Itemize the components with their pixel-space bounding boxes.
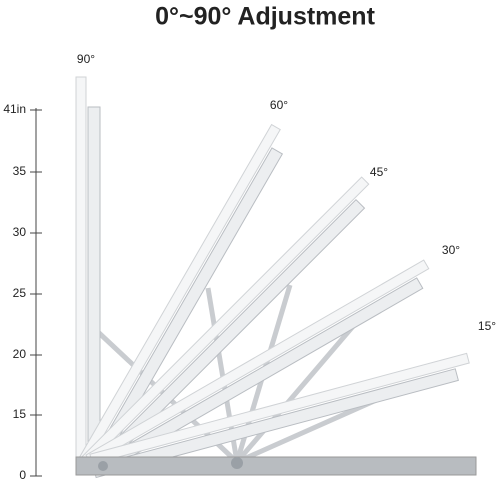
angle-label: 15° <box>478 319 496 333</box>
ruler-label: 30 <box>13 225 27 239</box>
ruler <box>30 108 42 477</box>
ruler-label: 41in <box>3 102 26 116</box>
ruler-label: 25 <box>13 286 27 300</box>
ruler-label: 15 <box>13 407 27 421</box>
angle-label: 30° <box>442 243 460 257</box>
rails <box>75 76 477 479</box>
ruler-label: 35 <box>13 164 27 178</box>
title: 0°~90° Adjustment <box>155 3 375 31</box>
ruler-label: 20 <box>13 347 27 361</box>
angle-label: 60° <box>270 98 288 112</box>
angle-label: 45° <box>370 165 388 179</box>
ruler-label: 0 <box>19 468 26 482</box>
angle-label: 90° <box>77 52 95 66</box>
